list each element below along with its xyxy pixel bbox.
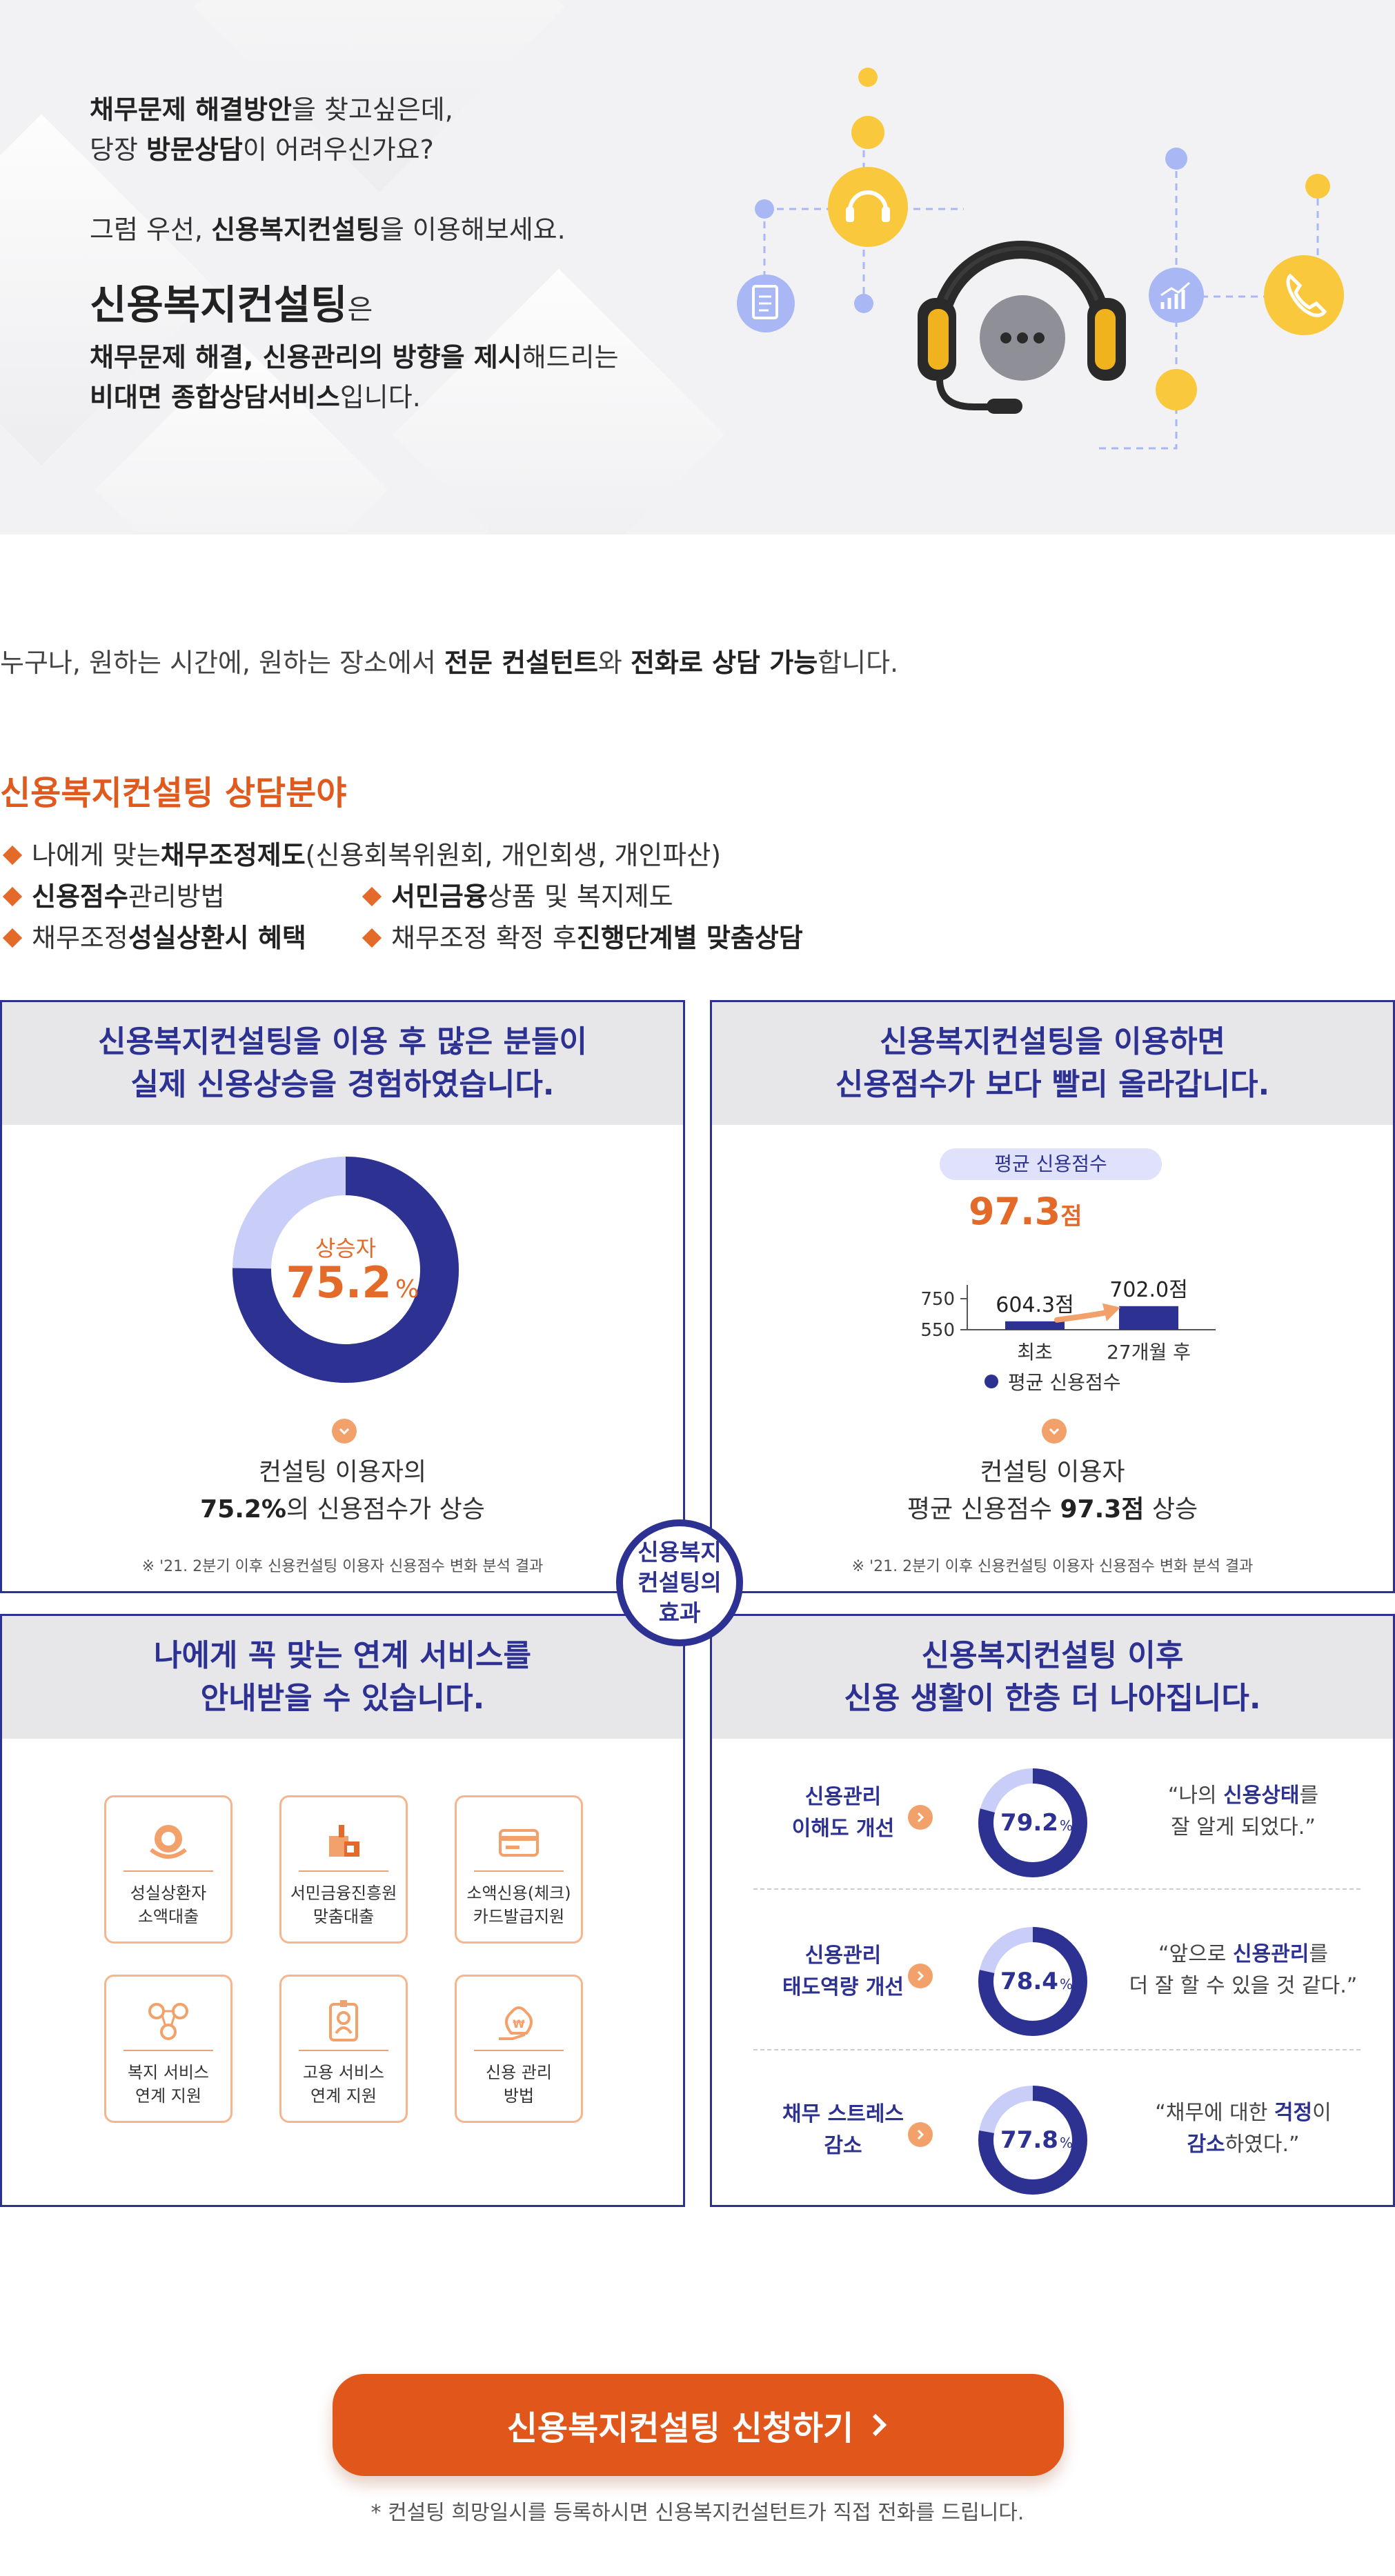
panel-header: 신용복지컨설팅을 이용하면 신용점수가 보다 빨리 올라갑니다.	[712, 1002, 1393, 1125]
donut-arc	[232, 1157, 459, 1383]
hero-line1: 채무문제 해결방안을 찾고싶은데,	[90, 94, 453, 125]
diamond-bullet-icon	[2, 886, 23, 907]
chevron-right-icon	[908, 1805, 933, 1830]
panel-credit-rise: 신용복지컨설팅을 이용 후 많은 분들이 실제 신용상승을 경험하였습니다. 상…	[0, 1000, 685, 1593]
panel2-caption: 컨설팅 이용자 평균 신용점수 97.3점 상승	[907, 1458, 1198, 1524]
donut-chart: 상승자 75.2 %	[232, 1157, 459, 1383]
footnote: ※ '21. 2분기 이후 신용컨설팅 이용자 신용점수 변화 분석 결과	[141, 1558, 544, 1575]
svg-text:₩: ₩	[513, 2017, 525, 2030]
chart-legend: 평균 신용점수	[985, 1368, 1120, 1395]
hero-line2: 당장 방문상담이 어려우신가요?	[90, 134, 434, 165]
phone-icon	[1264, 255, 1344, 335]
row-divider	[753, 2049, 1361, 2050]
panel-header: 신용복지컨설팅을 이용 후 많은 분들이 실제 신용상승을 경험하였습니다.	[2, 1002, 683, 1125]
chevron-right-icon	[908, 2122, 933, 2147]
hero-desc2: 비대면 종합상담서비스입니다.	[90, 382, 421, 412]
svg-text:%: %	[395, 1275, 419, 1304]
id-badge-icon	[329, 2000, 358, 2041]
service-tile-credit-mgmt[interactable]: ₩ 신용 관리 방법	[455, 1975, 583, 2123]
service-tile-loan[interactable]: 성실상환자 소액대출	[104, 1795, 232, 1944]
chevron-right-icon	[908, 1964, 933, 1988]
chevron-down-icon	[1042, 1419, 1067, 1444]
field-item: 채무조정 확정 후 진행단계별 맞춤상담	[359, 917, 803, 959]
donut-arc	[978, 1768, 1087, 1877]
intro-text: 누구나, 원하는 시간에, 원하는 장소에서 전문 컨설턴트와 전화로 상담 가…	[0, 648, 899, 678]
donut-value: 75.2	[286, 1257, 392, 1308]
score-pill: 평균 신용점수	[940, 1148, 1162, 1180]
donut-arc	[978, 2086, 1087, 2195]
consult-fields-title: 신용복지컨설팅 상담분야	[0, 774, 347, 812]
panel-linked-services: 나에게 꼭 맞는 연계 서비스를 안내받을 수 있습니다. 성실상환자 소액대출 …	[0, 1614, 685, 2207]
bar	[1005, 1321, 1065, 1330]
hero-line3: 그럼 우선, 신용복지컨설팅을 이용해보세요.	[90, 214, 566, 245]
credit-card-icon	[499, 1829, 539, 1857]
headset-illustration	[737, 68, 1344, 450]
svg-text:77.8: 77.8	[1000, 2126, 1058, 2154]
dot-yellow	[858, 68, 878, 87]
svg-text:%: %	[1060, 1817, 1073, 1834]
diamond-bullet-icon	[2, 845, 23, 866]
effect-row-label: 신용관리 이해도 개선	[791, 1785, 895, 1841]
field-item: 신용점수 관리방법	[0, 876, 335, 917]
panel-header: 나에게 꼭 맞는 연계 서비스를 안내받을 수 있습니다.	[2, 1616, 683, 1739]
effect-row-label: 채무 스트레스 감소	[782, 2102, 904, 2158]
apply-note: * 컨설팅 희망일시를 등록하시면 신용복지컨설턴트가 직접 전화를 드립니다.	[370, 2501, 1025, 2525]
arrow-head-icon	[1102, 1303, 1120, 1321]
bar-value-label: 702.0점	[1109, 1278, 1187, 1302]
svg-text:79.2: 79.2	[1000, 1809, 1058, 1837]
effect-quote: “앞으로 신용관리를 더 잘 할 수 있을 것 같다.”	[1129, 1942, 1358, 1998]
effect-donut: 77.8 %	[978, 2086, 1087, 2195]
panel-credit-faster: 신용복지컨설팅을 이용하면 신용점수가 보다 빨리 올라갑니다. 평균 신용점수…	[710, 1000, 1395, 1593]
effect-badge: 신용복지 컨설팅의 효과	[616, 1519, 743, 1646]
apply-button[interactable]: 신용복지컨설팅 신청하기	[333, 2374, 1064, 2476]
row-divider	[753, 1888, 1361, 1890]
panel-header: 신용복지컨설팅 이후 신용 생활이 한층 더 나아집니다.	[712, 1616, 1393, 1739]
y-tick-label: 550	[920, 1320, 955, 1341]
people-network-icon	[148, 2003, 188, 2040]
footnote: ※ '21. 2분기 이후 신용컨설팅 이용자 신용점수 변화 분석 결과	[851, 1558, 1254, 1575]
hero-text: 채무문제 해결방안을 찾고싶은데, 당장 방문상담이 어려우신가요? 그럼 우선…	[90, 90, 711, 417]
chevron-right-icon	[873, 2413, 887, 2437]
donut-arc	[978, 1927, 1087, 2036]
x-category-label: 최초	[1017, 1341, 1053, 1364]
panel-credit-life: 신용복지컨설팅 이후 신용 생활이 한층 더 나아집니다. 신용관리 이해도 개선…	[710, 1614, 1395, 2207]
svg-text:78.4: 78.4	[1000, 1968, 1058, 1995]
headset-icon	[918, 241, 1126, 414]
effect-quote: “채무에 대한 걱정이 감소하였다.”	[1155, 2101, 1332, 2157]
score-delta: 97.3점	[969, 1190, 1082, 1233]
effect-row-label: 신용관리 태도역량 개선	[782, 1944, 904, 1999]
effect-donut: 78.4 %	[978, 1927, 1087, 2036]
diamond-bullet-icon	[362, 886, 382, 907]
diamond-bullet-icon	[2, 928, 23, 948]
effect-donut: 79.2 %	[978, 1768, 1087, 1877]
field-item: 서민금융 상품 및 복지제도	[359, 876, 673, 917]
svg-text:%: %	[1060, 1976, 1073, 1993]
x-category-label: 27개월 후	[1107, 1341, 1191, 1364]
effect-quote: “나의 신용상태를 잘 알게 되었다.”	[1167, 1784, 1319, 1839]
field-item: 채무조정 성실상환시 혜택	[0, 917, 335, 959]
money-bag-hand-icon: ₩	[499, 2006, 533, 2040]
panel1-caption: 컨설팅 이용자의 75.2%의 신용점수가 상승	[200, 1458, 485, 1524]
legend-dot-icon	[985, 1375, 998, 1388]
service-tile-employment[interactable]: 고용 서비스 연계 지원	[279, 1975, 408, 2123]
bar	[1119, 1306, 1178, 1330]
diamond-bullet-icon	[362, 928, 382, 948]
bar-value-label: 604.3점	[996, 1293, 1074, 1317]
svg-text:%: %	[1060, 2135, 1073, 2151]
service-tile-welfare[interactable]: 복지 서비스 연계 지원	[104, 1975, 232, 2123]
service-tile-card[interactable]: 소액신용(체크) 카드발급지원	[455, 1795, 583, 1944]
hero-big-title: 신용복지컨설팅은	[90, 281, 373, 328]
building-icon	[329, 1825, 359, 1857]
support-icon	[828, 167, 908, 247]
consult-fields-list: 나에게 맞는 채무조정제도 (신용회복위원회, 개인회생, 개인파산) 신용점수…	[0, 835, 828, 959]
chevron-down-icon	[332, 1419, 357, 1444]
donut-label: 상승자	[315, 1235, 376, 1261]
hero-banner: 채무문제 해결방안을 찾고싶은데, 당장 방문상담이 어려우신가요? 그럼 우선…	[0, 0, 1395, 535]
service-tile-custom-loan[interactable]: 서민금융진흥원 맞춤대출	[279, 1795, 408, 1944]
y-tick-label: 750	[920, 1289, 955, 1310]
field-item: 나에게 맞는 채무조정제도 (신용회복위원회, 개인회생, 개인파산)	[0, 835, 721, 876]
handshake-coin-icon	[150, 1825, 187, 1859]
hero-desc1: 채무문제 해결, 신용관리의 방향을 제시해드리는	[90, 342, 619, 372]
